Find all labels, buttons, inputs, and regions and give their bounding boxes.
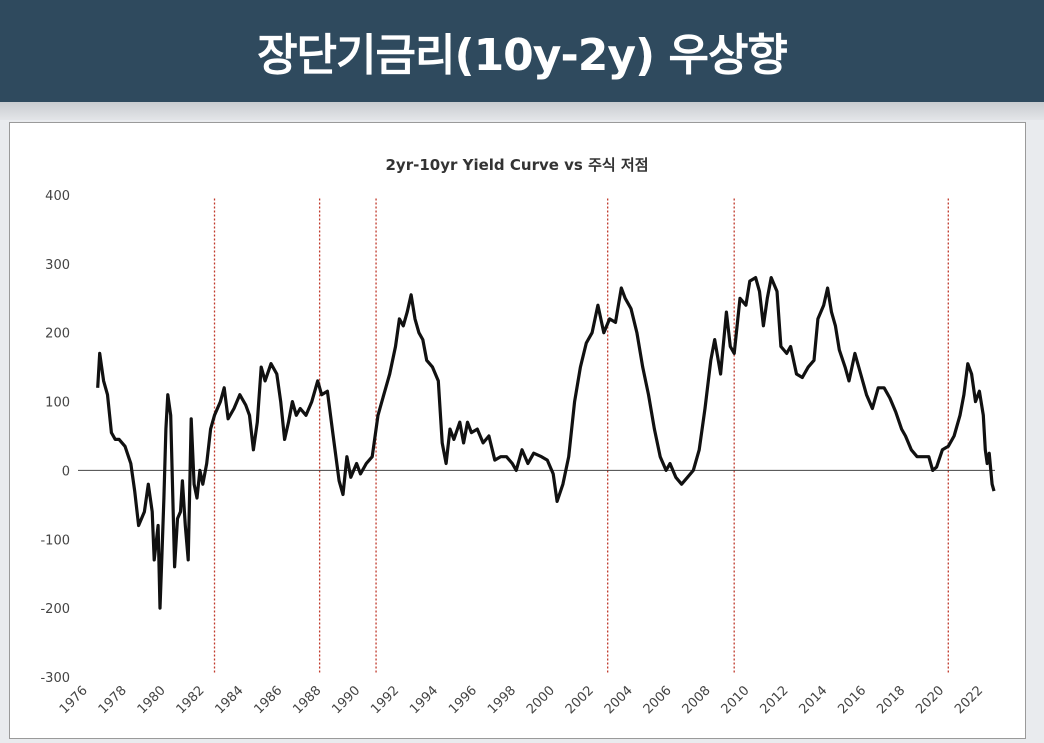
y-tick-label: -200	[40, 602, 70, 617]
x-tick-label: 2008	[680, 683, 714, 717]
stock-bottom-markers	[213, 198, 949, 673]
x-tick-label: 1998	[485, 683, 519, 717]
x-axis-ticks: 1976 1978 1980 1982 1984 1986 1988 1990 1992 1994…	[57, 683, 986, 717]
y-tick-label: 300	[45, 258, 70, 273]
x-tick-label: 2012	[758, 683, 792, 717]
x-tick-label: 1976	[57, 683, 91, 717]
x-tick-label: 2002	[563, 683, 597, 717]
x-tick-label: 2022	[952, 683, 986, 717]
x-tick-label: 2020	[913, 683, 947, 717]
yield-curve-line	[96, 276, 996, 610]
x-tick-label: 2000	[524, 683, 558, 717]
chart-title: 2yr-10yr Yield Curve vs 주식 저점	[386, 156, 649, 174]
yield-curve-chart: 2yr-10yr Yield Curve vs 주식 저점 400 300 200 1…	[40, 156, 996, 717]
y-tick-label: 100	[45, 396, 70, 411]
y-axis-ticks: 400 300 200 100 0 -100 -200 -300	[40, 189, 70, 686]
x-tick-label: 1992	[368, 683, 402, 717]
x-tick-label: 2004	[602, 683, 636, 717]
y-tick-label: -100	[40, 533, 70, 548]
x-tick-label: 1986	[251, 683, 285, 717]
y-tick-label: 0	[62, 464, 70, 479]
x-tick-label: 2010	[719, 683, 753, 717]
banner-title: 장단기금리(10y-2y) 우상향	[257, 30, 788, 81]
y-tick-label: 400	[45, 189, 70, 204]
x-tick-label: 1978	[96, 683, 130, 717]
x-tick-label: 2016	[835, 683, 869, 717]
x-tick-label: 1990	[329, 683, 363, 717]
banner-divider	[0, 102, 1044, 120]
x-tick-label: 1982	[174, 683, 208, 717]
x-tick-label: 1980	[135, 683, 169, 717]
x-tick-label: 1994	[407, 683, 441, 717]
title-banner: 장단기금리(10y-2y) 우상향	[0, 0, 1044, 102]
x-tick-label: 1996	[446, 683, 480, 717]
chart-panel: 2yr-10yr Yield Curve vs 주식 저점 400 300 200 1…	[9, 122, 1026, 739]
y-tick-label: 200	[45, 327, 70, 342]
x-tick-label: 2018	[874, 683, 908, 717]
y-tick-label: -300	[40, 671, 70, 686]
x-tick-label: 2014	[796, 683, 830, 717]
x-tick-label: 1984	[213, 683, 247, 717]
x-tick-label: 2006	[641, 683, 675, 717]
x-tick-label: 1988	[290, 683, 324, 717]
